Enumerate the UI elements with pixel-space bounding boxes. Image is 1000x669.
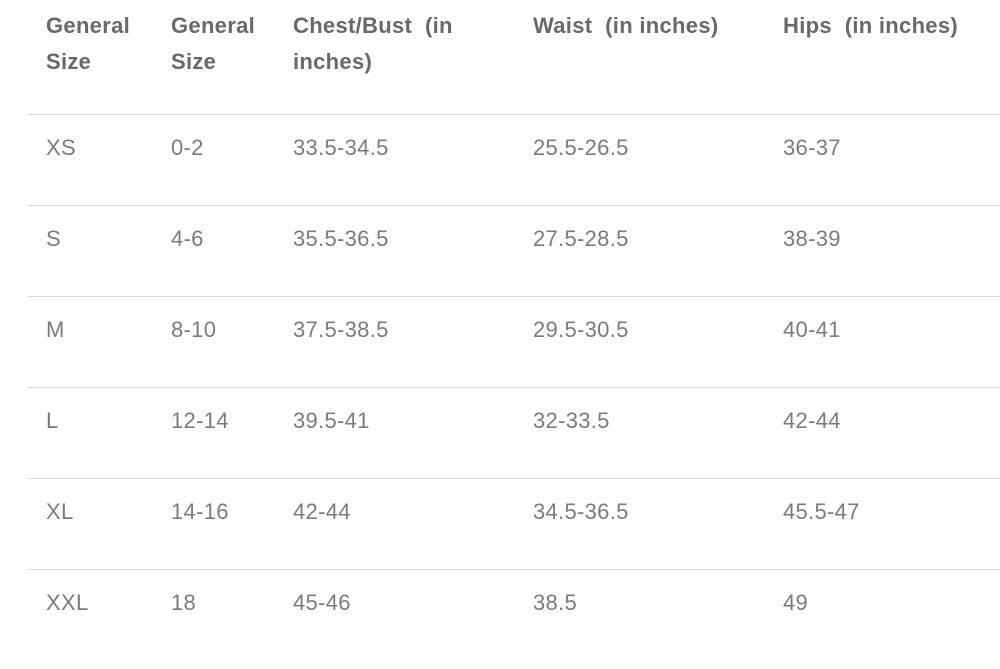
- table-cell: 45-46: [293, 568, 533, 660]
- table-cell: 42-44: [293, 477, 533, 569]
- table-row: S 4-6 35.5-36.5 27.5-28.5 38-39: [28, 204, 1000, 296]
- table-row: XL 14-16 42-44 34.5-36.5 45.5-47: [28, 477, 1000, 569]
- column-header-chest-bust: Chest/Bust (in inches): [293, 13, 460, 74]
- table-cell: 40-41: [783, 295, 1000, 387]
- table-cell: 45.5-47: [783, 477, 1000, 569]
- table-cell: 42-44: [783, 386, 1000, 478]
- table-cell: 37.5-38.5: [293, 295, 533, 387]
- column-header-waist: Waist (in inches): [533, 13, 719, 38]
- table-cell: 38-39: [783, 204, 1000, 296]
- table-row: M 8-10 37.5-38.5 29.5-30.5 40-41: [28, 295, 1000, 387]
- table-row: XS 0-2 33.5-34.5 25.5-26.5 36-37: [28, 113, 1000, 205]
- table-cell: L: [28, 386, 171, 478]
- table-cell: M: [28, 295, 171, 387]
- table-cell: 39.5-41: [293, 386, 533, 478]
- table-cell: XXL: [28, 568, 171, 660]
- column-header-hips: Hips (in inches): [783, 13, 959, 38]
- table-cell: 8-10: [171, 295, 293, 387]
- table-cell: XL: [28, 477, 171, 569]
- table-cell: S: [28, 204, 171, 296]
- table-cell: 4-6: [171, 204, 293, 296]
- table-cell: 32-33.5: [533, 386, 783, 478]
- table-cell: 34.5-36.5: [533, 477, 783, 569]
- column-header-general-size-1: General Size: [46, 13, 137, 74]
- table-cell: 25.5-26.5: [533, 113, 783, 205]
- table-cell: 12-14: [171, 386, 293, 478]
- header-row: General Size General Size Chest/Bust (in…: [28, 0, 1000, 114]
- table-cell: 38.5: [533, 568, 783, 660]
- table-cell: 18: [171, 568, 293, 660]
- table-row: L 12-14 39.5-41 32-33.5 42-44: [28, 386, 1000, 478]
- table-cell: XS: [28, 113, 171, 205]
- table-cell: 27.5-28.5: [533, 204, 783, 296]
- table-row: XXL 18 45-46 38.5 49: [28, 568, 1000, 660]
- table-cell: 0-2: [171, 113, 293, 205]
- size-chart-table: General Size General Size Chest/Bust (in…: [28, 0, 1000, 660]
- table-body: XS 0-2 33.5-34.5 25.5-26.5 36-37 S 4-6 35.5-36.…: [28, 113, 1000, 660]
- table-cell: 49: [783, 568, 1000, 660]
- table-cell: 33.5-34.5: [293, 113, 533, 205]
- column-header-general-size-2: General Size: [171, 13, 262, 74]
- table-cell: 36-37: [783, 113, 1000, 205]
- table-cell: 14-16: [171, 477, 293, 569]
- table-cell: 29.5-30.5: [533, 295, 783, 387]
- table-cell: 35.5-36.5: [293, 204, 533, 296]
